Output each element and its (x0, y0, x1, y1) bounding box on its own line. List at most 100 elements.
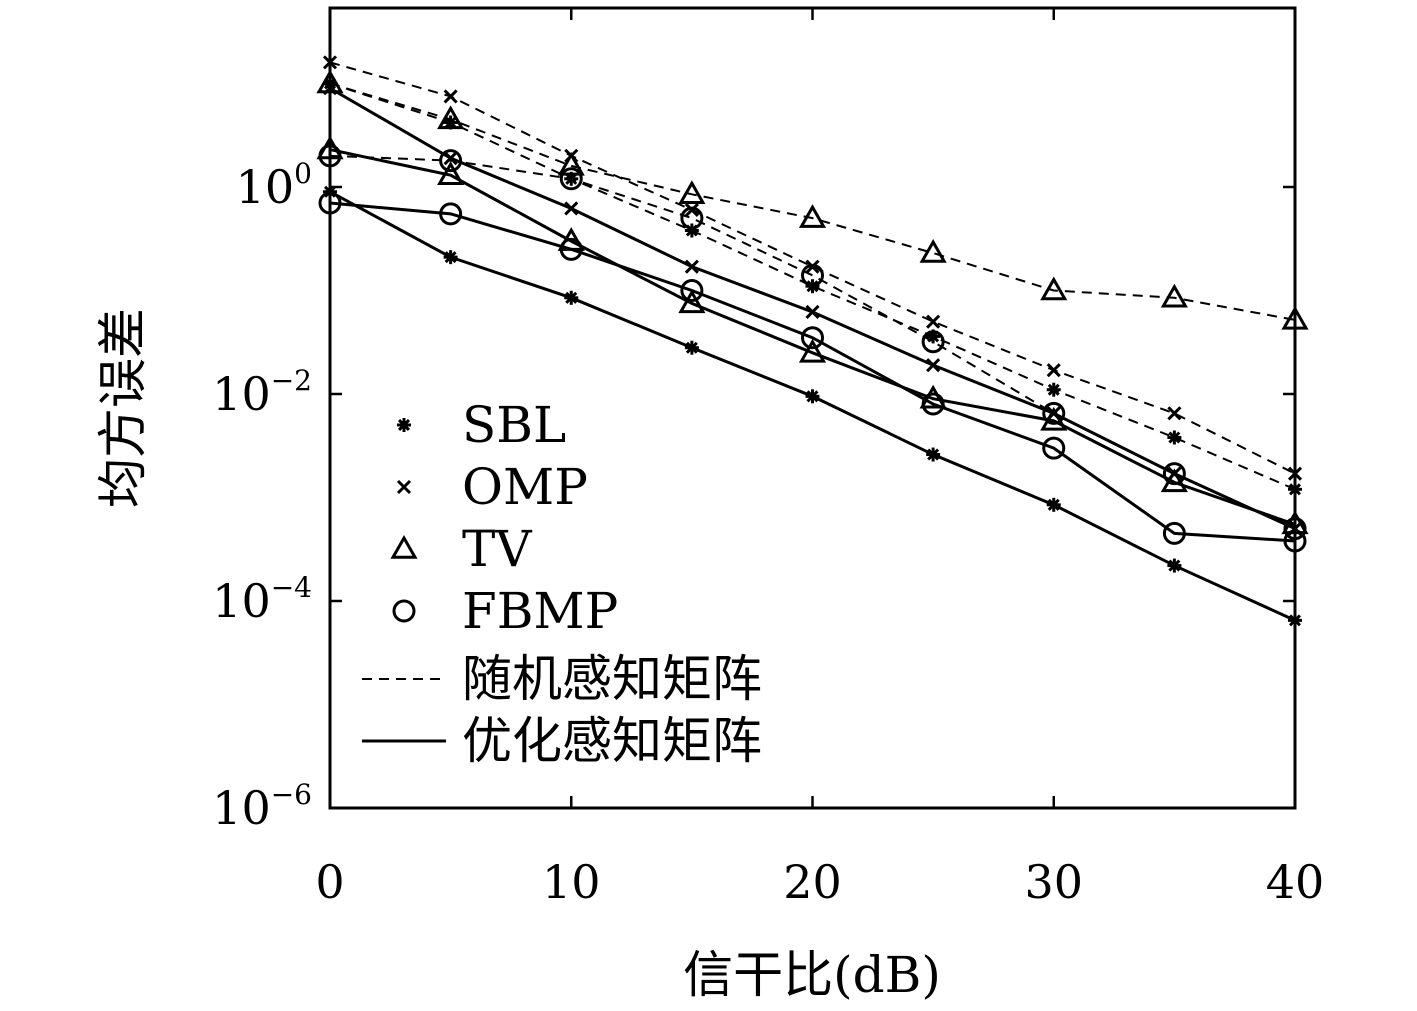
legend-marker-tv (390, 534, 418, 559)
series-sbl-optimized-point-5 (926, 447, 941, 462)
series-omp-random-point-6 (1046, 363, 1061, 378)
series-fbmp-optimized-point-3-shape (680, 279, 704, 302)
series-omp-optimized-point-5 (926, 358, 941, 373)
series-sbl-optimized-point-2 (564, 290, 579, 305)
series-sbl-optimized-point-3-stroke (685, 341, 698, 354)
series-sbl-optimized-point-4 (805, 389, 820, 404)
series-omp-random-point-7 (1167, 406, 1182, 421)
legend-marker-tv-glyph (390, 534, 418, 559)
legend-marker-omp (396, 479, 412, 495)
series-tv-optimized-point-6-shape (1040, 406, 1068, 431)
series-tv-random-line (329, 82, 1296, 321)
series-omp-optimized-point-1-stroke (443, 151, 458, 166)
legend-marker-fbmp (392, 599, 416, 623)
legend-label-random-matrix: 随机感知矩阵 (462, 650, 762, 708)
series-fbmp-optimized-point-4-shape (801, 326, 824, 350)
series-omp-optimized-point-3-stroke (684, 259, 699, 274)
series-omp-optimized-point-3 (684, 259, 699, 274)
series-tv-random-point-7-shape (1160, 283, 1188, 308)
x-tick-label-40: 40 (1266, 855, 1325, 909)
series-tv-random-point-1-shape (437, 105, 465, 130)
series-tv-random-point-1 (437, 105, 465, 130)
series-tv-optimized-line (329, 148, 1296, 526)
series-fbmp-random-point-4 (801, 263, 824, 287)
x-tick-label-20: 20 (783, 855, 842, 909)
series-tv-random-point-4-shape (798, 204, 827, 228)
series-sbl-optimized-point-3 (684, 340, 699, 355)
series-fbmp-random-point-6 (1042, 401, 1066, 425)
series-fbmp-optimized-point-7 (1162, 521, 1186, 545)
series-tv-optimized-point-1 (437, 161, 465, 185)
series-omp-random-point-5-stroke (926, 314, 941, 329)
legend-label-optimized-matrix: 优化感知矩阵 (462, 712, 762, 770)
series-fbmp-optimized-point-5-shape (921, 392, 945, 416)
series-tv-random-point-7 (1160, 283, 1188, 308)
legend-marker-fbmp-glyph (392, 599, 416, 623)
legend: SBL OMP TV FBMP 随机感知矩阵 优化感知矩阵 (362, 396, 762, 770)
series-omp-random-line (329, 61, 1296, 475)
series-fbmp-optimized-point-4 (801, 326, 824, 350)
series-fbmp-random-point-3-shape (680, 206, 704, 230)
series-sbl-random-point-6 (1046, 382, 1061, 397)
series-tv-optimized-point-7-shape (1160, 468, 1188, 493)
series-fbmp-random-point-2 (559, 167, 583, 191)
series-omp-random-point-5 (926, 314, 941, 329)
y-tick-label-0: 100 (236, 157, 312, 214)
series-tv-random-point-2-shape (557, 151, 585, 176)
y-tick-label-1: 10−2 (212, 364, 312, 421)
series-omp-random-point-7-stroke (1167, 406, 1182, 421)
legend-marker-sbl-glyph (397, 418, 411, 432)
series-omp-random-point-1 (443, 89, 458, 104)
series-sbl-random-point-7-stroke (1168, 431, 1181, 444)
series-fbmp-random-point-6-shape (1042, 401, 1066, 425)
x-tick-label-0: 0 (315, 855, 344, 909)
series-tv-random-point-3-shape (678, 180, 706, 205)
legend-label-tv: TV (462, 520, 532, 578)
series-tv-random-point-3 (678, 180, 706, 205)
series-fbmp-random-point-5-shape (921, 330, 945, 354)
series-omp-optimized-point-2 (564, 201, 579, 216)
series-tv-optimized-point-4 (798, 338, 827, 363)
legend-marker-fbmp-glyph-shape (392, 599, 416, 623)
series-fbmp-optimized-point-7-shape (1162, 521, 1186, 545)
series-tv-optimized-point-7 (1160, 468, 1188, 493)
ticks-layer: 0 10 20 30 40 100 10−2 10−4 10−6 (212, 8, 1324, 909)
legend-marker-tv-glyph-shape (390, 534, 418, 559)
series-fbmp-random-point-1-shape (439, 149, 463, 173)
series-sbl-random-line (329, 82, 1296, 491)
series-omp-optimized-point-5-stroke (926, 358, 941, 373)
legend-marker-omp-glyph (396, 479, 412, 495)
legend-label-sbl: SBL (462, 396, 566, 454)
series-tv-optimized-point-1-shape (437, 161, 465, 185)
series-tv-optimized-point-6 (1040, 406, 1068, 431)
legend-label-fbmp: FBMP (462, 582, 618, 640)
series-tv-random-point-5 (919, 239, 947, 263)
y-tick-label-3: 10−6 (212, 778, 312, 835)
series-tv-random-point-5-shape (919, 239, 947, 263)
series-omp-random-point-6-stroke (1046, 363, 1061, 378)
series-sbl-optimized-point-1-stroke (444, 251, 457, 264)
series-fbmp-random-point-3 (680, 206, 704, 230)
series-omp-random-point-3-stroke (684, 202, 699, 218)
series-fbmp-optimized-point-5 (921, 392, 945, 416)
series-fbmp-optimized-point-3 (680, 279, 704, 302)
series-omp-optimized-point-1 (443, 151, 458, 166)
series-fbmp-random-point-4-shape (801, 263, 824, 287)
series-sbl-random-point-6-stroke (1047, 383, 1060, 396)
series-fbmp-optimized-point-2 (559, 237, 583, 261)
x-tick-label-30: 30 (1024, 855, 1083, 909)
series-fbmp-optimized-point-1 (439, 202, 463, 226)
series-fbmp-random-point-1 (439, 149, 463, 173)
series-fbmp-random-point-5 (921, 330, 945, 354)
series-tv-random-point-6-shape (1040, 276, 1068, 301)
legend-marker-omp-glyph-stroke (396, 479, 412, 495)
x-axis-label: 信干比(dB) (683, 946, 941, 1004)
series-tv-random-point-6 (1040, 276, 1068, 301)
legend-label-omp: OMP (462, 458, 588, 516)
series-sbl-random-point-7 (1167, 430, 1182, 445)
series-omp-optimized-point-4-stroke (805, 304, 820, 320)
series-sbl-optimized-point-5-stroke (927, 448, 940, 461)
series-sbl-optimized-point-6-stroke (1047, 498, 1060, 511)
series-fbmp-optimized-point-2-shape (559, 237, 583, 261)
